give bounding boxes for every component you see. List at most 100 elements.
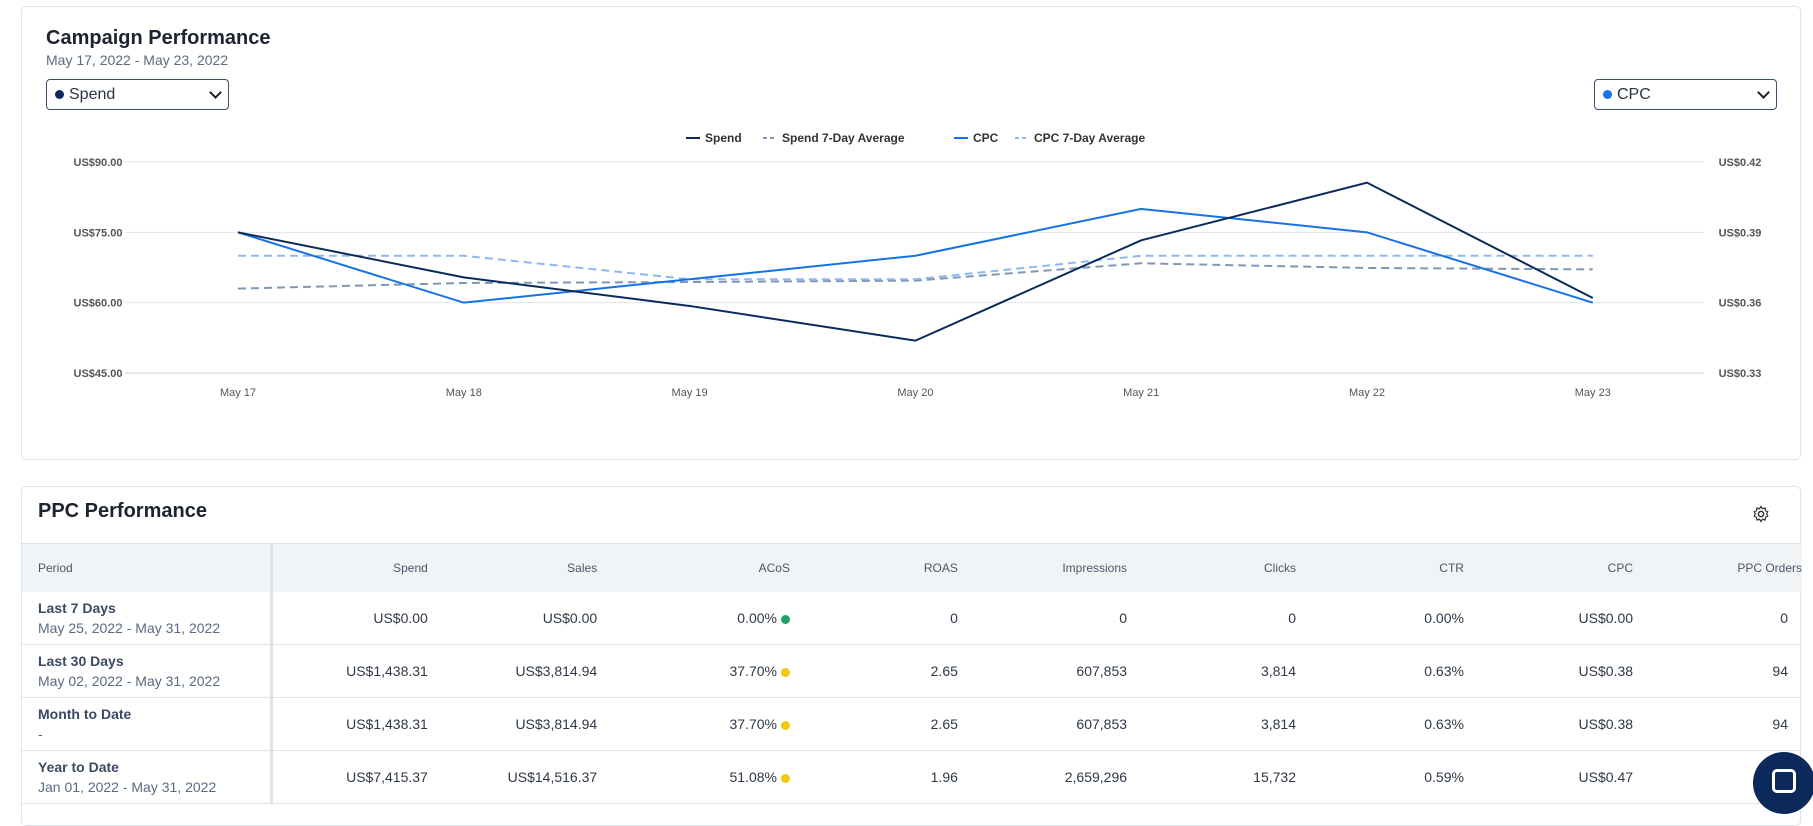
acos-cell: 37.70% [597, 644, 790, 698]
cpc-cell: US$0.38 [1463, 644, 1634, 698]
roas-cell: 0 [789, 591, 958, 645]
cpc-cell: US$0.00 [1463, 591, 1634, 645]
card-title: Campaign Performance [46, 27, 271, 49]
spend-cell: US$1,438.31 [271, 644, 428, 698]
roas-cell: 2.65 [789, 644, 958, 698]
period-name: Month to Date [38, 706, 132, 722]
impressions-cell: 0 [957, 591, 1128, 645]
sales-cell: US$3,814.94 [427, 697, 598, 751]
metric-color-dot [1603, 90, 1612, 99]
spend-cell: US$7,415.37 [271, 750, 428, 804]
acos-value: 37.70% [729, 716, 777, 732]
column-header[interactable]: Spend [271, 543, 428, 592]
x-tick-label: May 20 [897, 387, 933, 399]
acos-status-dot [780, 614, 790, 624]
cpc-cell: US$0.47 [1463, 750, 1634, 804]
x-tick-label: May 23 [1575, 387, 1611, 399]
y-left-tick: US$45.00 [74, 368, 123, 380]
column-header[interactable]: PPC Orders [1633, 543, 1802, 592]
ctr-cell: 0.63% [1296, 697, 1464, 751]
ctr-cell: 0.59% [1296, 750, 1464, 804]
y-right-tick: US$0.33 [1719, 368, 1762, 380]
orders-cell: 0 [1633, 591, 1802, 645]
legend-item: CPC 7-Day Average [1034, 131, 1145, 145]
x-tick-label: May 19 [672, 387, 708, 399]
ctr-cell: 0.63% [1296, 644, 1464, 698]
acos-cell: 51.08% [597, 750, 790, 804]
y-right-tick: US$0.42 [1719, 157, 1762, 169]
x-tick-label: May 17 [220, 387, 256, 399]
period-name: Last 7 Days [38, 599, 116, 616]
period-dates: Jan 01, 2022 - May 31, 2022 [38, 779, 217, 795]
legend-item: Spend [705, 131, 742, 145]
table-row: Year to Date Jan 01, 2022 - May 31, 2022 U… [22, 750, 1802, 804]
x-tick-label: May 21 [1123, 387, 1159, 399]
cpc-cell: US$0.38 [1463, 697, 1634, 751]
impressions-cell: 607,853 [957, 644, 1128, 698]
chat-launcher-button[interactable] [1753, 752, 1813, 814]
table-row: Last 7 Days May 25, 2022 - May 31, 2022 US… [22, 591, 1802, 645]
ctr-cell: 0.00% [1296, 591, 1464, 645]
period-name: Last 30 Days [38, 653, 124, 669]
card-title: PPC Performance [38, 500, 207, 522]
gear-icon[interactable] [1752, 505, 1770, 523]
metric-color-dot [55, 90, 64, 99]
date-range: May 17, 2022 - May 23, 2022 [46, 52, 229, 68]
clicks-cell: 3,814 [1127, 697, 1296, 751]
period-dates: May 25, 2022 - May 31, 2022 [38, 619, 221, 636]
ppc-performance-card: PPC Performance Period Spend Sales ACoS ROAS… [21, 486, 1802, 826]
table-row: Last 30 Days May 02, 2022 - May 31, 2022 U… [22, 644, 1802, 698]
column-header[interactable]: ACoS [597, 543, 790, 592]
acos-status-dot [780, 667, 790, 677]
series-line-cpc [237, 207, 1594, 304]
clicks-cell: 3,814 [1127, 644, 1296, 698]
x-tick-label: May 22 [1349, 387, 1385, 399]
spend-cell: US$1,438.31 [271, 697, 428, 751]
column-header[interactable]: CTR [1296, 543, 1464, 592]
column-header[interactable]: Period [22, 543, 273, 592]
sales-cell: US$14,516.37 [427, 750, 598, 804]
period-cell: Month to Date - [22, 697, 273, 751]
period-dates: - [38, 726, 43, 742]
impressions-cell: 2,659,296 [957, 750, 1128, 804]
ppc-table: Period Spend Sales ACoS ROAS Impressions Click… [22, 543, 1802, 804]
legend-item: CPC [973, 131, 999, 145]
chat-bubble-icon [1772, 769, 1796, 793]
acos-cell: 0.00% [597, 591, 790, 645]
column-header[interactable]: Impressions [957, 543, 1128, 592]
left-metric-select[interactable]: Spend [46, 79, 229, 110]
period-dates: May 02, 2022 - May 31, 2022 [38, 673, 221, 689]
column-header[interactable]: Sales [427, 543, 598, 592]
sales-cell: US$0.00 [427, 591, 598, 645]
campaign-chart: US$90.00 US$0.42 US$75.00 US$0.39 US$60.00 US… [74, 131, 1762, 399]
orders-cell: 94 [1633, 644, 1802, 698]
period-name: Year to Date [38, 759, 119, 775]
acos-value: 0.00% [737, 609, 777, 626]
acos-value: 51.08% [729, 769, 777, 785]
roas-cell: 1.96 [789, 750, 958, 804]
legend-item: Spend 7-Day Average [782, 131, 905, 145]
acos-status-dot [780, 720, 790, 730]
acos-value: 37.70% [729, 663, 777, 679]
acos-cell: 37.70% [597, 697, 790, 751]
sales-cell: US$3,814.94 [427, 644, 598, 698]
y-right-tick: US$0.39 [1719, 227, 1762, 239]
roas-cell: 2.65 [789, 697, 958, 751]
impressions-cell: 607,853 [957, 697, 1128, 751]
column-header[interactable]: CPC [1463, 543, 1634, 592]
table-row: Month to Date - US$1,438.31 US$3,814.94 37.7… [22, 697, 1802, 751]
clicks-cell: 15,732 [1127, 750, 1296, 804]
y-left-tick: US$90.00 [74, 157, 123, 169]
series-line-cpc-7-day-average [238, 254, 1593, 281]
period-cell: Last 30 Days May 02, 2022 - May 31, 2022 [22, 644, 273, 698]
select-value: Spend [69, 85, 116, 103]
y-left-tick: US$60.00 [74, 298, 123, 310]
right-metric-select[interactable]: CPC [1594, 79, 1777, 110]
spend-cell: US$0.00 [271, 591, 428, 645]
column-header[interactable]: Clicks [1127, 543, 1296, 592]
series-line-spend [237, 181, 1594, 342]
x-tick-label: May 18 [446, 387, 482, 399]
y-right-tick: US$0.36 [1719, 298, 1762, 310]
column-header[interactable]: ROAS [789, 543, 958, 592]
orders-cell: 94 [1633, 697, 1802, 751]
